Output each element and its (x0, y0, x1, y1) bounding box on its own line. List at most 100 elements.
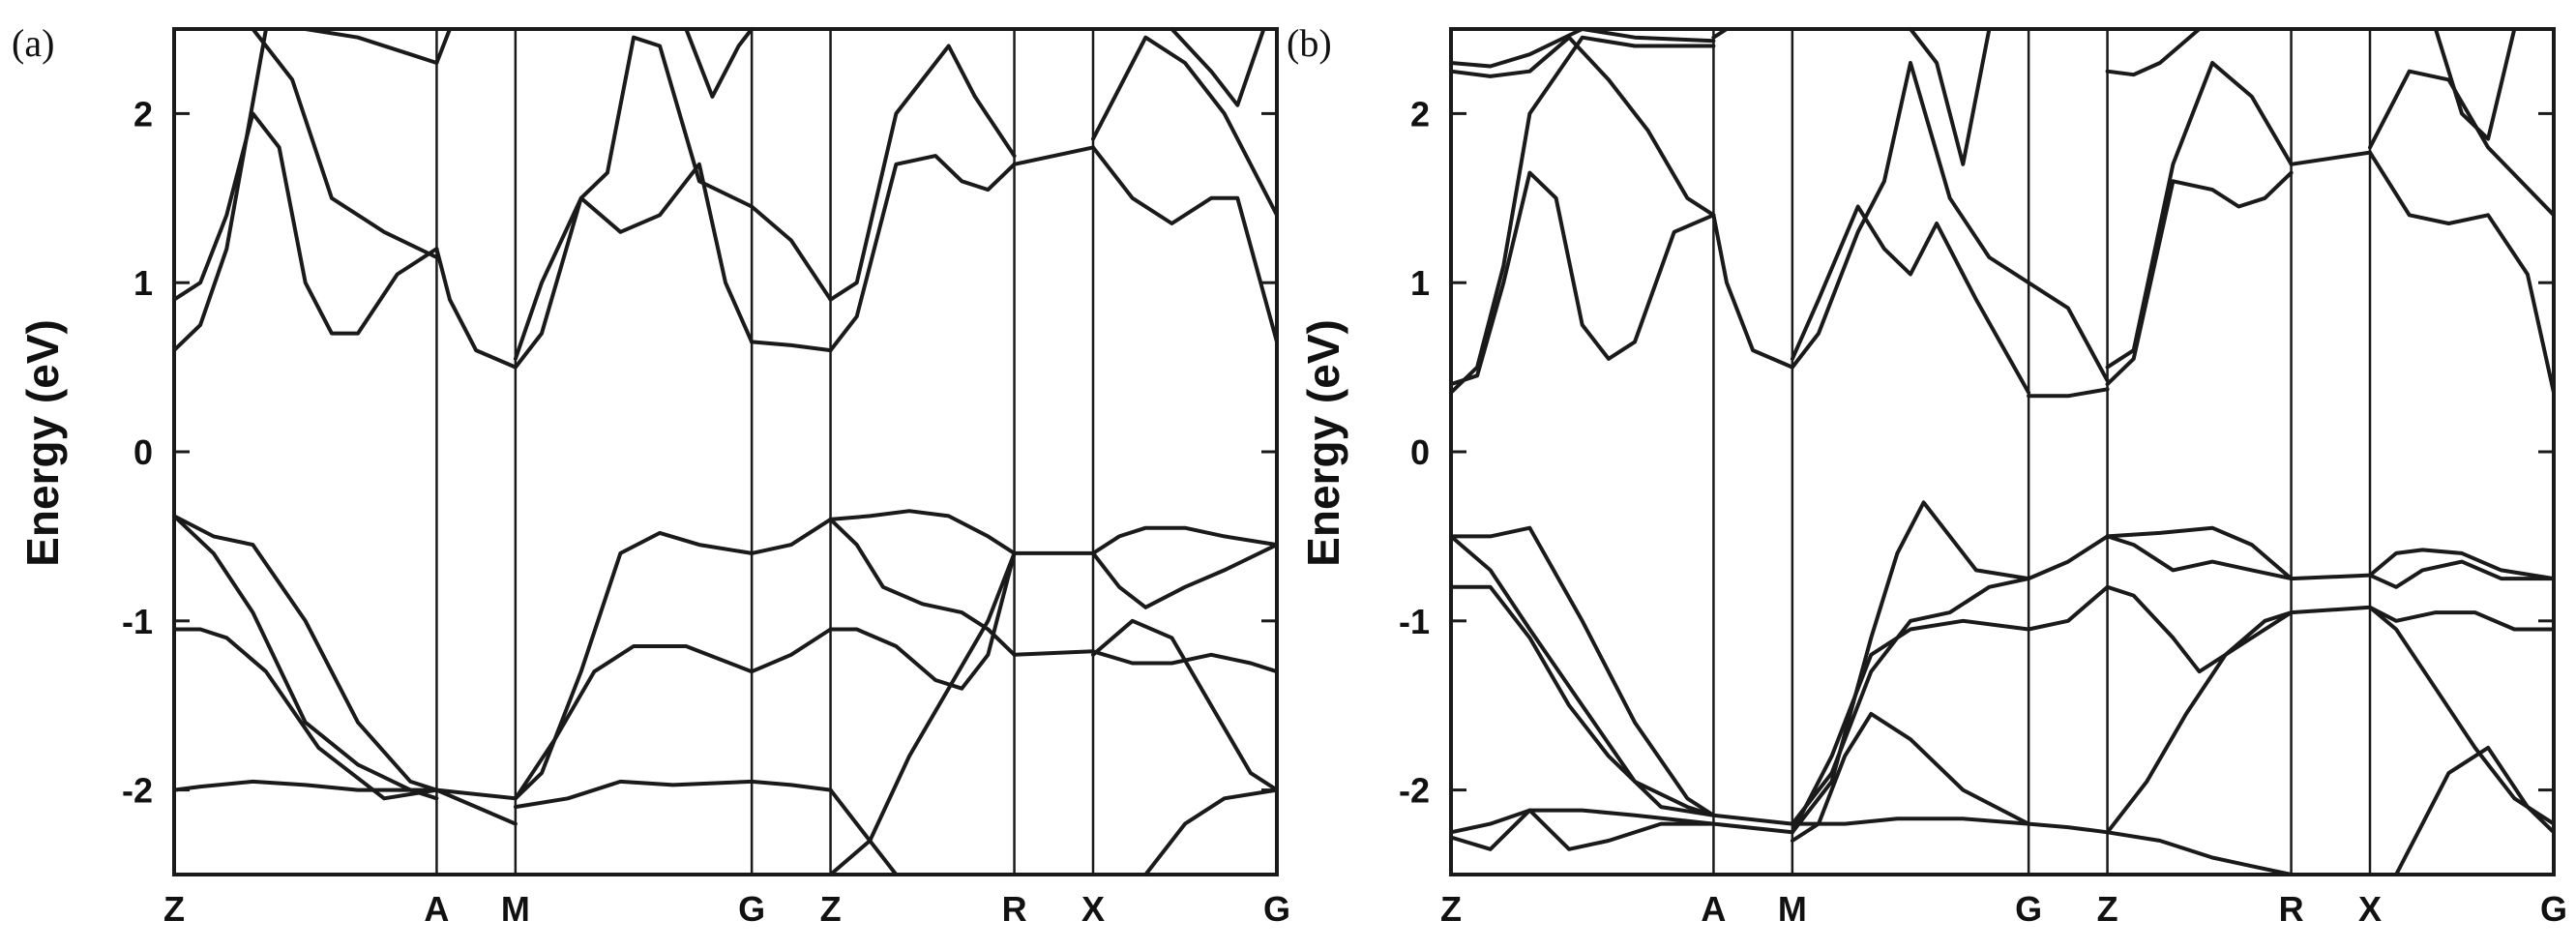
panel-b-band-12 (2105, 61, 2294, 370)
panel-a-band-10 (828, 154, 1017, 353)
panel-b-band-39 (2289, 605, 2372, 615)
panel-b-band-19 (1449, 534, 1716, 817)
panel-b-band-30 (2027, 534, 2110, 581)
panel-a-band-11 (828, 44, 1017, 302)
panel-b-band-1 (1449, 170, 1716, 387)
panel-b-band-38 (2289, 573, 2372, 581)
panel-b-y-tick-label-4: 2 (1410, 94, 1430, 134)
panel-b-band-9 (2027, 387, 2110, 399)
panel-a-band-13 (1091, 145, 1279, 344)
panel-b-band-17 (2433, 27, 2556, 141)
panel-a-band-12 (1012, 145, 1095, 166)
panel-a-band-19 (172, 779, 439, 792)
panel-a-band-24 (513, 779, 755, 810)
panel-b-band-27 (1790, 618, 2031, 835)
panel-a-band-18 (172, 627, 439, 801)
panel-a-kpoint-lines (435, 29, 1095, 875)
panel-b-kpoint-label-2: M (1778, 889, 1807, 929)
panel-b-band-33 (2105, 525, 2294, 581)
panel-b-kpoint-lines (1712, 29, 2372, 875)
panel-a-band-2 (172, 27, 439, 259)
panel-b-band-23 (1711, 813, 1794, 826)
panel-b-band-24 (1711, 821, 1794, 835)
panel-a-band-3 (434, 247, 518, 370)
panel-a-band-16 (172, 514, 439, 792)
panel-a-band-36 (1091, 525, 1279, 555)
panel-a-band-27 (750, 779, 833, 792)
panel-a-band-31 (828, 787, 1017, 876)
panel-b-band-36 (2105, 610, 2294, 835)
panel-a-band-20 (434, 787, 518, 801)
panel-a-band-35 (1091, 543, 1279, 609)
panel-b-band-13 (2105, 27, 2294, 77)
panel-a-band-37 (1091, 649, 1279, 674)
panel-b-band-4 (1711, 213, 1794, 370)
panel-b-kpoint-label-5: R (2279, 889, 2304, 929)
panel-a-band-25 (750, 517, 833, 555)
panel-a-kpoint-label-0: Z (163, 889, 185, 929)
panel-a-band-30 (828, 550, 1017, 691)
panel-a-kpoint-label-3: G (738, 889, 765, 929)
panel-a-band-6 (513, 35, 755, 370)
panel-a-band-14 (1091, 35, 1279, 218)
panel-b-band-26 (1790, 577, 2031, 826)
panel-b-band-43 (2368, 605, 2556, 826)
panel-b-label: (b) (1287, 21, 1332, 65)
panel-a-band-4 (434, 27, 518, 65)
panel-b-band-18 (1449, 525, 1716, 817)
panel-b-kpoint-label-4: Z (2097, 889, 2118, 929)
panel-a-kpoint-label-4: Z (820, 889, 842, 929)
panel-b-kpoint-label-7: G (2540, 889, 2567, 929)
panel-a-band-21 (434, 787, 518, 826)
panel-b-band-29 (1790, 816, 2031, 826)
panel-a-band-34 (1012, 649, 1095, 657)
panel-b-band-14 (2289, 150, 2372, 166)
panel-a-bands (172, 27, 1279, 876)
panel-a-band-5 (513, 162, 755, 361)
panel-b-band-7 (1790, 61, 2031, 370)
panel-b-y-tick-label-3: 1 (1410, 263, 1430, 303)
panel-a-kpoint-label-1: A (424, 889, 449, 929)
panel-a-band-9 (750, 204, 833, 302)
panel-b-y-tick-label-2: 0 (1410, 432, 1430, 472)
panel-a-kpoint-label-7: G (1263, 889, 1290, 929)
panel-a-band-8 (750, 340, 833, 353)
panel-b-band-42 (2368, 605, 2556, 632)
panel-b-band-41 (2368, 548, 2556, 581)
panel-b-band-35 (2105, 584, 2294, 674)
panel-b-band-31 (2027, 584, 2110, 632)
panel-b-band-0 (1449, 35, 1716, 395)
panel-b-bands (1449, 27, 2556, 876)
panel-a-band-28 (828, 509, 1017, 555)
panel-a-band-26 (750, 627, 833, 674)
panel-b-band-40 (2368, 559, 2556, 589)
panel-b-band-6 (1790, 204, 2031, 395)
panel-b-plot-frame (1449, 27, 2556, 876)
panel-a-kpoint-label-6: X (1081, 889, 1105, 929)
panel-b-kpoint-label-3: G (2015, 889, 2042, 929)
panel-a-band-38 (1091, 618, 1279, 792)
panel-a-kpoint-label-5: R (1002, 889, 1027, 929)
panel-a-band-0 (172, 27, 439, 353)
panel-a-band-1 (172, 111, 439, 336)
panel-a-y-ticks: -2 -1 0 1 2 (122, 94, 1277, 811)
panel-b-kpoint-label-1: A (1701, 889, 1726, 929)
panel-b-y-tick-label-0: -2 (1399, 771, 1430, 811)
panel-b-y-tick-label-1: -1 (1399, 602, 1430, 641)
panel-a-y-axis-label: Energy (eV) (17, 319, 68, 567)
panel-b-band-8 (1909, 27, 1992, 166)
panel-a-band-32 (828, 550, 1017, 876)
panel-b-kpoint-label-6: X (2358, 889, 2382, 929)
panel-b-band-3 (1449, 27, 1716, 69)
panel-b-band-11 (2105, 170, 2294, 387)
panel-a-band-23 (513, 644, 755, 801)
panel-b-band-22 (1449, 808, 1716, 851)
panel-a-band-15 (1170, 27, 1266, 107)
panel-b-band-16 (2368, 69, 2556, 218)
panel-a-y-tick-label-2: 0 (133, 432, 153, 472)
panel-a-label: (a) (12, 21, 54, 65)
panel-b-y-ticks: -2 -1 0 1 2 (1399, 94, 2554, 811)
